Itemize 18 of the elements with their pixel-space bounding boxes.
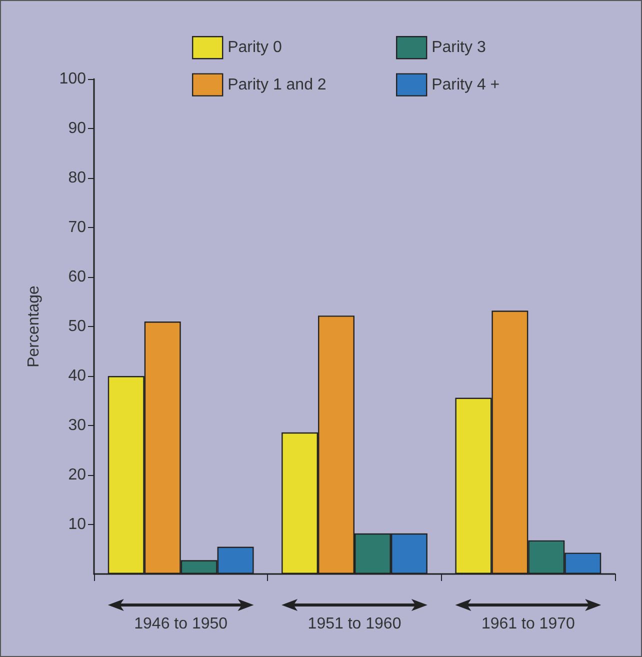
x-tick-label: 1951 to 1960 [308, 616, 402, 632]
y-tick-label: 80 [68, 170, 86, 186]
legend-label: Parity 4 + [432, 76, 500, 94]
y-axis-title: Percentage [26, 285, 42, 368]
y-tick-label: 50 [68, 318, 86, 335]
y-tick-label: 30 [68, 417, 86, 434]
y-tick-label: 10 [68, 516, 86, 533]
legend-label: Parity 1 and 2 [228, 76, 326, 94]
y-tick-label: 100 [59, 70, 86, 88]
x-tick-label: 1946 to 1950 [134, 616, 228, 632]
y-tick-label: 60 [68, 268, 86, 286]
y-tick-label: 70 [68, 219, 86, 236]
y-tick-label: 90 [68, 120, 86, 137]
legend-label: Parity 0 [228, 39, 282, 56]
x-tick-label: 1961 to 1970 [481, 616, 575, 632]
legend-label: Parity 3 [432, 39, 486, 56]
y-tick-label: 40 [68, 368, 86, 384]
y-tick-label: 20 [68, 466, 86, 484]
